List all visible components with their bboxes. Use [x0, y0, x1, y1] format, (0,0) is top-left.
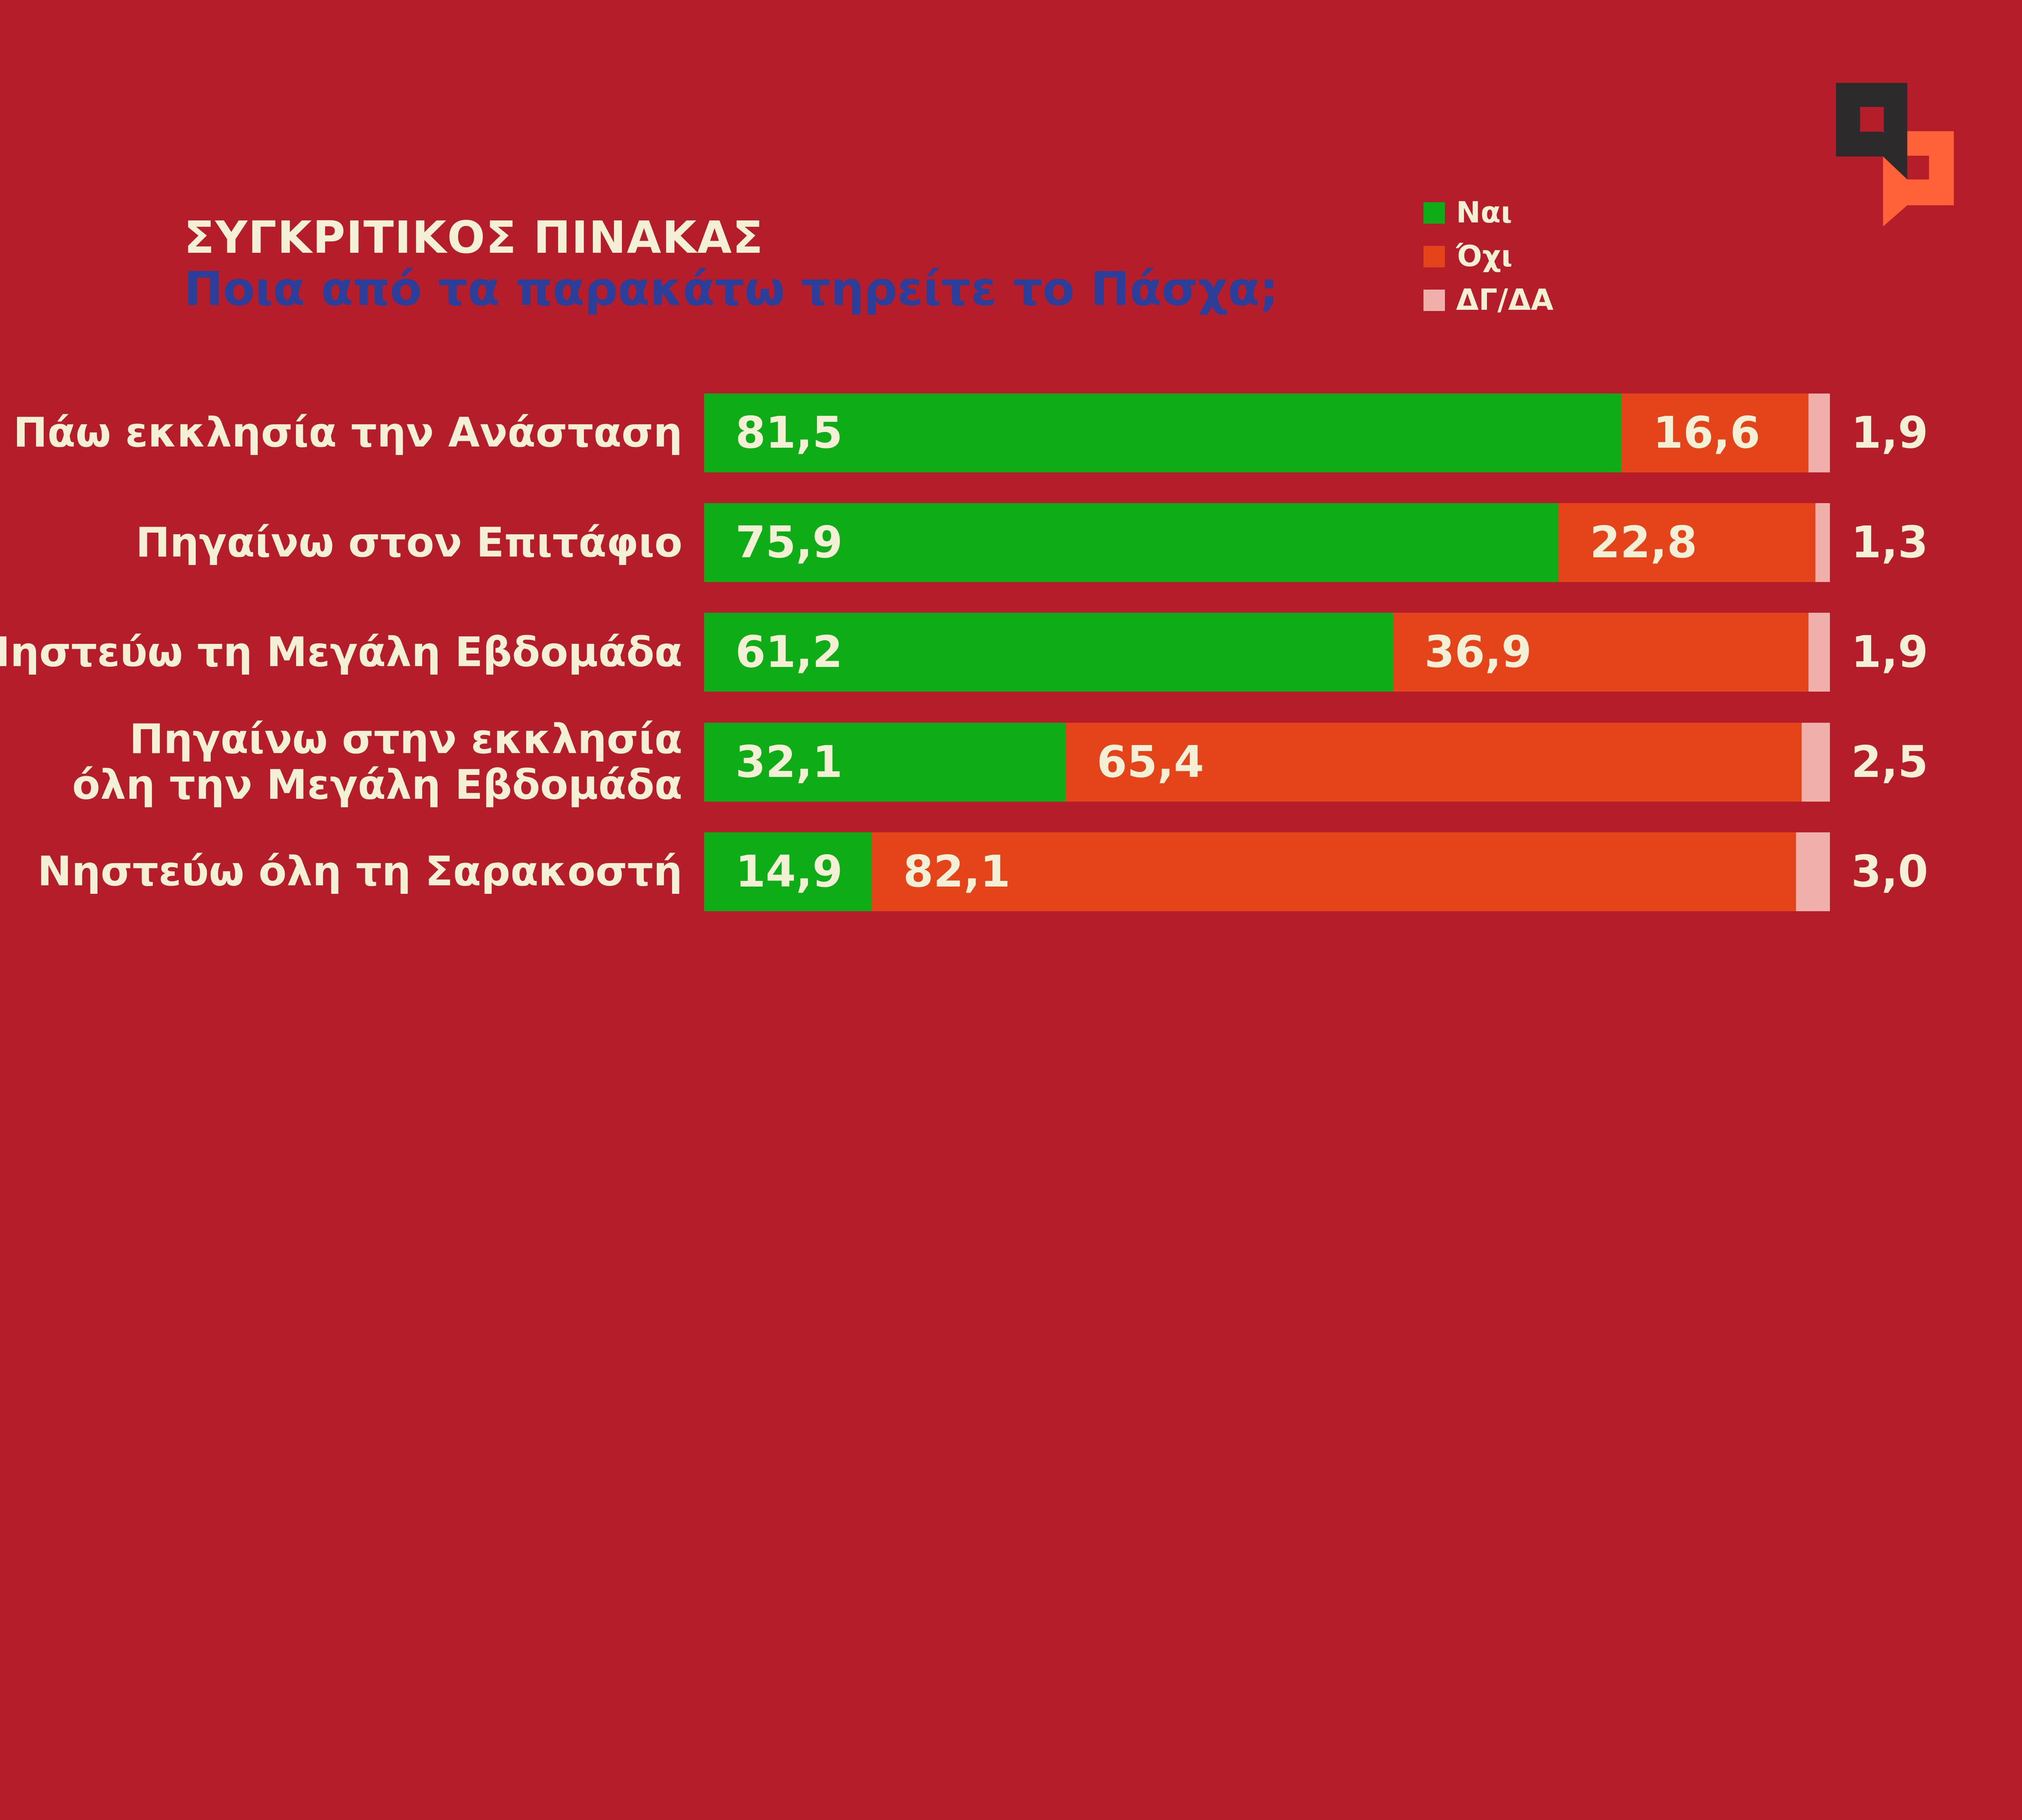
segment-no: 36,9: [1393, 613, 1809, 692]
segment-dk: [1796, 832, 1830, 911]
value-dk: 1,9: [1851, 627, 1928, 677]
category-label-line1: Νηστεύω τη Μεγάλη Εβδομάδα: [0, 628, 683, 676]
category-label: Πηγαίνω στον Επιτάφιο: [0, 503, 683, 582]
segment-dk: [1802, 722, 1830, 802]
value-yes: 14,9: [735, 846, 843, 897]
segment-no: 22,8: [1559, 503, 1815, 582]
bar-row: Πάω εκκλησία την Ανάσταση 81,5 16,6 1,9: [0, 393, 2022, 472]
legend-label-dk: ΔΓ/ΔΑ: [1456, 283, 1554, 317]
value-dk: 3,0: [1851, 846, 1928, 897]
bar-row: Πηγαίνω στην εκκλησία όλη την Μεγάλη Εβδ…: [0, 716, 2022, 807]
category-label: Νηστεύω τη Μεγάλη Εβδομάδα: [0, 613, 683, 692]
legend-item-no: Όχι: [1423, 235, 1554, 279]
segment-no: 65,4: [1065, 722, 1802, 802]
value-dk: 1,9: [1851, 407, 1928, 458]
value-no: 65,4: [1097, 736, 1204, 787]
legend-swatch-yes: [1423, 202, 1445, 224]
stacked-bar: 81,5 16,6: [704, 393, 1830, 472]
segment-yes: 14,9: [704, 832, 872, 911]
segment-dk: [1808, 393, 1830, 472]
legend-label-no: Όχι: [1456, 239, 1513, 274]
category-label: Νηστεύω όλη τη Σαρακοστή: [0, 832, 683, 911]
segment-yes: 75,9: [704, 503, 1559, 582]
stacked-bar: 61,2 36,9: [704, 613, 1830, 692]
value-no: 22,8: [1590, 517, 1697, 568]
chart-title: ΣΥΓΚΡΙΤΙΚΟΣ ΠΙΝΑΚΑΣ: [184, 211, 764, 263]
legend-item-yes: Ναι: [1423, 191, 1554, 235]
category-label-line1: Πηγαίνω στην εκκλησία: [129, 715, 683, 763]
bar-row: Νηστεύω όλη τη Σαρακοστή 14,9 82,1 3,0: [0, 832, 2022, 911]
value-dk: 1,3: [1851, 517, 1928, 568]
chart-canvas: ΣΥΓΚΡΙΤΙΚΟΣ ΠΙΝΑΚΑΣ Ποια από τα παρακάτω…: [0, 83, 2022, 911]
category-label: Πάω εκκλησία την Ανάσταση: [0, 394, 683, 472]
speech-bubbles-logo-icon: [1836, 83, 1954, 226]
segment-yes: 81,5: [704, 393, 1622, 472]
value-yes: 32,1: [735, 736, 843, 787]
value-yes: 75,9: [735, 517, 843, 568]
bar-row: Νηστεύω τη Μεγάλη Εβδομάδα 61,2 36,9 1,9: [0, 613, 2022, 692]
category-label-line1: Πηγαίνω στον Επιτάφιο: [135, 518, 683, 566]
segment-yes: 61,2: [704, 613, 1393, 692]
value-yes: 61,2: [735, 627, 843, 677]
stacked-bar: 32,1 65,4: [704, 722, 1830, 802]
segment-dk: [1808, 613, 1830, 692]
stacked-bar: 75,9 22,8: [704, 503, 1830, 582]
chart-subtitle: Ποια από τα παρακάτω τηρείτε το Πάσχα;: [184, 262, 1279, 316]
value-no: 16,6: [1653, 407, 1760, 458]
legend-swatch-no: [1423, 246, 1445, 267]
value-dk: 2,5: [1851, 736, 1928, 787]
segment-yes: 32,1: [704, 722, 1066, 802]
value-no: 82,1: [903, 846, 1011, 897]
bar-row: Πηγαίνω στον Επιτάφιο 75,9 22,8 1,3: [0, 503, 2022, 582]
category-label-line2: όλη την Μεγάλη Εβδομάδα: [72, 761, 683, 808]
legend: Ναι Όχι ΔΓ/ΔΑ: [1423, 191, 1554, 322]
segment-dk: [1815, 503, 1830, 582]
segment-no: 82,1: [871, 832, 1796, 911]
legend-swatch-dk: [1423, 290, 1445, 311]
value-no: 36,9: [1424, 627, 1532, 677]
legend-item-dk: ΔΓ/ΔΑ: [1423, 279, 1554, 322]
category-label-line1: Πάω εκκλησία την Ανάσταση: [13, 408, 683, 457]
category-label-line1: Νηστεύω όλη τη Σαρακοστή: [37, 847, 683, 895]
category-label: Πηγαίνω στην εκκλησία όλη την Μεγάλη Εβδ…: [0, 716, 682, 807]
segment-no: 16,6: [1621, 393, 1809, 472]
stacked-bar: 14,9 82,1: [704, 832, 1830, 911]
legend-label-yes: Ναι: [1456, 196, 1512, 230]
value-yes: 81,5: [735, 407, 843, 458]
